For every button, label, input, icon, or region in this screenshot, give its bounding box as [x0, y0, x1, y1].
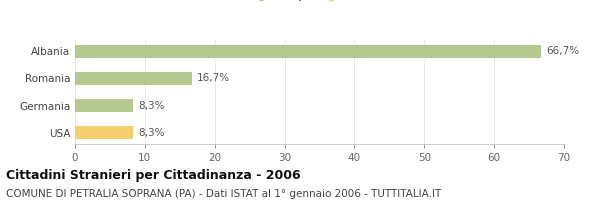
Text: 66,7%: 66,7%	[547, 46, 580, 56]
Bar	[75, 45, 541, 58]
Text: 8,3%: 8,3%	[139, 101, 165, 111]
Legend: Europa, America: Europa, America	[250, 0, 389, 1]
Text: 16,7%: 16,7%	[197, 73, 230, 83]
Bar	[75, 99, 133, 112]
Text: COMUNE DI PETRALIA SOPRANA (PA) - Dati ISTAT al 1° gennaio 2006 - TUTTITALIA.IT: COMUNE DI PETRALIA SOPRANA (PA) - Dati I…	[6, 189, 441, 199]
Bar	[75, 72, 191, 85]
Text: 8,3%: 8,3%	[139, 128, 165, 138]
Text: Cittadini Stranieri per Cittadinanza - 2006: Cittadini Stranieri per Cittadinanza - 2…	[6, 169, 301, 182]
Bar	[75, 126, 133, 139]
